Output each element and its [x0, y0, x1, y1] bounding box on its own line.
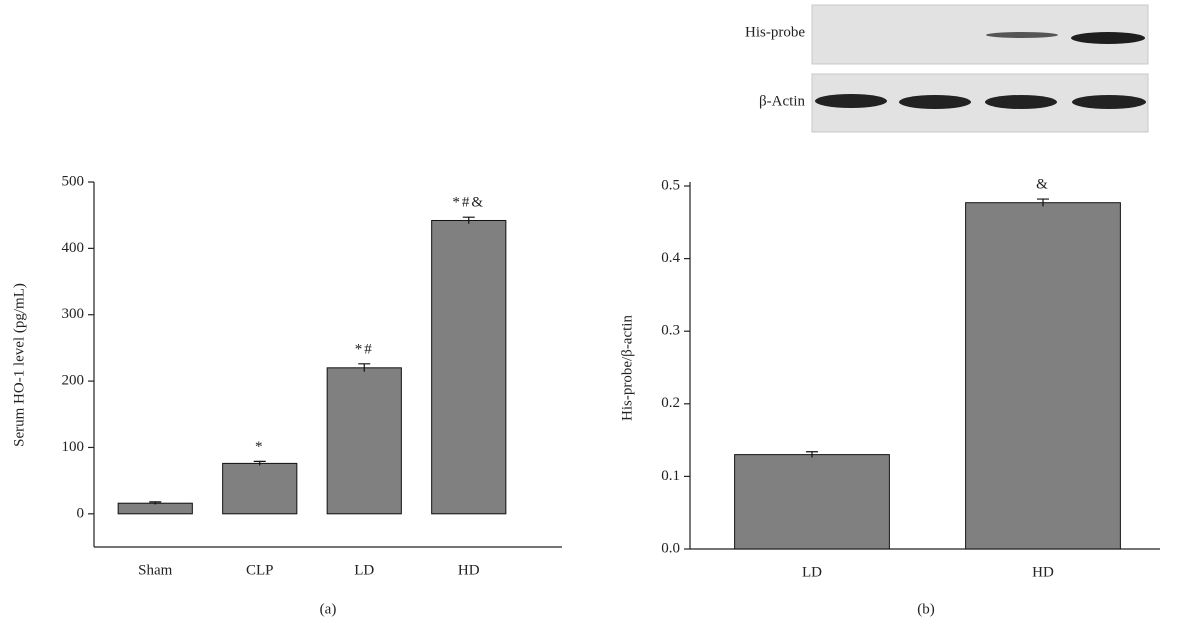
y-axis-label: Serum HO-1 level (pg/mL) [11, 283, 27, 447]
panel-label: (b) [917, 601, 935, 617]
annotation: *# [355, 341, 374, 357]
error-bar [149, 501, 162, 505]
annotation: *#& [452, 195, 485, 211]
y-tick-label: 0.0 [661, 540, 680, 556]
blot-band [1072, 95, 1146, 109]
x-tick-label: Sham [138, 562, 173, 578]
x-tick-label: HD [458, 562, 480, 578]
y-tick-label: 0 [77, 505, 85, 521]
x-tick-label: HD [1032, 564, 1054, 580]
annotation: & [1036, 177, 1050, 193]
bar [965, 202, 1121, 550]
blot-band [899, 95, 971, 109]
y-tick-label: 0.4 [661, 250, 680, 266]
blot-band [985, 95, 1057, 109]
y-tick-label: 0.3 [661, 323, 680, 339]
y-tick-label: 300 [62, 306, 85, 322]
error-bar [806, 451, 818, 458]
blot-row-label: β-Actin [759, 93, 805, 109]
bar [734, 454, 890, 550]
y-tick-label: 500 [62, 173, 85, 189]
y-axis-label: His-probe/β-actin [619, 315, 635, 421]
x-tick-label: CLP [246, 562, 274, 578]
error-bar [462, 216, 475, 224]
western-blot: His-probe β-Actin [745, 4, 1149, 133]
bar [326, 367, 402, 515]
error-bar [358, 363, 371, 372]
y-tick-label: 0.1 [661, 468, 680, 484]
blot-row-label: His-probe [745, 24, 805, 40]
bar [222, 462, 298, 515]
y-tick-label: 0.5 [661, 177, 680, 193]
y-tick-label: 100 [62, 439, 85, 455]
blot-band [1071, 32, 1145, 44]
bar [117, 502, 193, 515]
error-bar [253, 460, 266, 466]
annotation: * [255, 439, 265, 455]
y-tick-label: 200 [62, 373, 85, 389]
y-tick-label: 400 [62, 240, 85, 256]
y-tick-label: 0.2 [661, 395, 680, 411]
error-bar [1037, 198, 1049, 207]
blot-band [986, 32, 1058, 38]
blot-band [815, 94, 887, 108]
x-tick-label: LD [354, 562, 374, 578]
panel-label: (a) [320, 601, 337, 617]
bar [431, 219, 507, 515]
x-tick-label: LD [802, 564, 822, 580]
